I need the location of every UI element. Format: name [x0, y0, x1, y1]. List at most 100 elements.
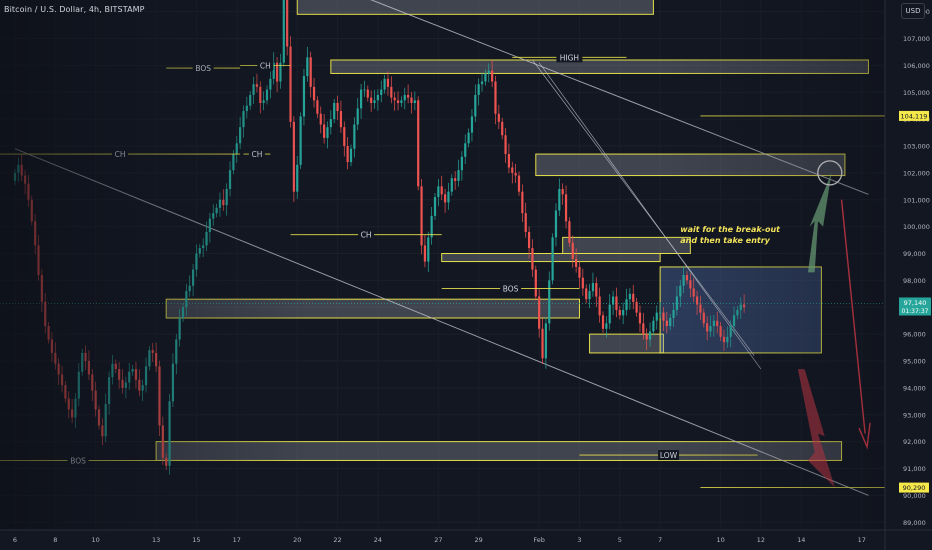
level-label: HIGH [560, 53, 579, 62]
candle-body [383, 78, 386, 90]
candle-body [564, 194, 568, 222]
candle-body [17, 164, 20, 173]
candle-body [464, 143, 467, 157]
candle-body [151, 350, 154, 353]
candle-body [165, 457, 168, 466]
currency-button[interactable]: USD [901, 3, 925, 19]
candle-body [450, 178, 453, 192]
annotations: wait for the break-out and then take entr… [680, 225, 781, 245]
candle-body [144, 366, 148, 386]
candle-body [175, 339, 178, 364]
zone-rect [535, 153, 846, 177]
candle-body [591, 283, 595, 292]
y-tick-label: 95,000 [903, 358, 926, 366]
candle-body [249, 94, 252, 106]
y-tick-label: 93,000 [903, 411, 926, 419]
zone-rect [296, 0, 654, 15]
zone-rect [441, 253, 661, 263]
candle-body [198, 248, 201, 254]
countdown-label: 01:37:37 [902, 308, 929, 315]
candle-body [366, 89, 369, 98]
candle-body [20, 164, 23, 176]
candle-body [571, 242, 574, 259]
candle-body [94, 390, 97, 410]
candle-body [558, 189, 561, 211]
candle-body [380, 89, 383, 95]
candle-body [27, 183, 30, 200]
candle-body [551, 237, 554, 281]
candle-body [659, 312, 662, 314]
level-label: CH [361, 231, 372, 240]
candle-body [134, 369, 138, 380]
y-tick-label: 107,000 [903, 35, 930, 43]
candle-body [716, 320, 719, 327]
y-tick-label: 91,000 [903, 465, 926, 473]
level-label: CH [260, 61, 271, 70]
candle-body [101, 425, 104, 437]
candle-body [67, 398, 70, 410]
y-tick-label: 103,000 [903, 143, 930, 151]
candle-body [57, 363, 60, 375]
level-label: CH [251, 150, 262, 159]
y-tick-label: 102,000 [903, 169, 930, 177]
candle-body [212, 213, 215, 219]
candle-body [474, 94, 477, 117]
candle-body [373, 100, 376, 103]
candle-body [323, 124, 326, 138]
candle-body [245, 105, 248, 112]
candle-body [363, 89, 366, 91]
y-tick-label: 106,000 [903, 62, 930, 70]
candle-body [575, 258, 578, 267]
candle-body [292, 121, 295, 192]
candle-body [692, 288, 695, 297]
candle-body [581, 277, 584, 289]
candle-body [467, 132, 470, 144]
candle-body [501, 121, 504, 136]
candle-body [685, 275, 689, 281]
candle-body [128, 371, 131, 383]
candle-body [359, 89, 363, 109]
candle-body [732, 315, 736, 327]
candle-body [343, 127, 346, 146]
candle-body [665, 320, 668, 327]
candle-body [393, 97, 396, 101]
candle-body [608, 304, 611, 324]
candle-body [514, 172, 517, 176]
x-tick-label: 27 [434, 536, 442, 544]
candle-body [185, 291, 188, 308]
candle-body [611, 296, 615, 305]
candle-body [87, 361, 91, 375]
x-tick-label: Feb [533, 536, 545, 544]
candle-body [400, 100, 403, 103]
candle-body [262, 100, 265, 103]
zone-rect [165, 298, 580, 319]
candle-body [64, 385, 67, 399]
candle-body [107, 377, 111, 404]
candle-body [423, 245, 427, 262]
candle-body [403, 94, 406, 101]
candle-body [339, 111, 343, 128]
y-tick-label: 89,000 [903, 519, 926, 527]
candle-body [77, 371, 80, 399]
candle-body [155, 352, 158, 367]
candle-body [349, 148, 353, 163]
level-tag-label: 104,119 [901, 112, 928, 120]
candle-body [541, 328, 544, 359]
candle-body [158, 366, 161, 426]
candle-body [222, 199, 225, 206]
y-tick-label: 92,000 [903, 438, 926, 446]
candle-body [104, 404, 107, 437]
candle-body [534, 269, 537, 297]
x-tick-label: 13 [152, 536, 160, 544]
candle-body [622, 309, 625, 316]
candle-body [440, 186, 443, 195]
candle-body [709, 326, 712, 332]
candle-body [60, 374, 64, 386]
x-tick-label: 6 [13, 536, 17, 544]
candle-body [370, 97, 373, 103]
x-tick-label: 17 [858, 536, 866, 544]
candle-body [91, 374, 94, 391]
annotation-text: and then take entry [680, 236, 770, 245]
candle-body [618, 309, 621, 316]
